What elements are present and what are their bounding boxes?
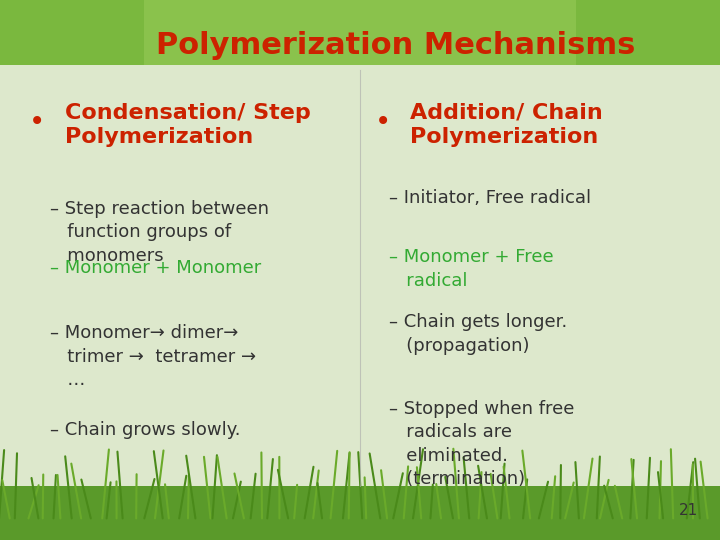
Text: – Chain grows slowly.: – Chain grows slowly. xyxy=(50,421,241,439)
FancyBboxPatch shape xyxy=(0,486,720,540)
Text: •: • xyxy=(29,108,45,136)
Text: – Stopped when free
   radicals are
   eliminated.
   (termination): – Stopped when free radicals are elimina… xyxy=(389,400,574,488)
Text: – Monomer + Monomer: – Monomer + Monomer xyxy=(50,259,261,277)
Text: Polymerization Mechanisms: Polymerization Mechanisms xyxy=(156,31,636,60)
FancyBboxPatch shape xyxy=(144,0,576,65)
Text: – Monomer→ dimer→
   trimer →  tetramer →
   …: – Monomer→ dimer→ trimer → tetramer → … xyxy=(50,324,256,389)
Text: Condensation/ Step
Polymerization: Condensation/ Step Polymerization xyxy=(65,103,310,147)
Text: – Chain gets longer.
   (propagation): – Chain gets longer. (propagation) xyxy=(389,313,567,355)
Text: – Step reaction between
   function groups of
   monomers: – Step reaction between function groups … xyxy=(50,200,269,265)
Text: – Monomer + Free
   radical: – Monomer + Free radical xyxy=(389,248,554,290)
FancyBboxPatch shape xyxy=(0,0,720,65)
Text: – Initiator, Free radical: – Initiator, Free radical xyxy=(389,189,591,207)
Text: Addition/ Chain
Polymerization: Addition/ Chain Polymerization xyxy=(410,103,603,147)
Text: 21: 21 xyxy=(679,503,698,518)
Text: •: • xyxy=(374,108,391,136)
